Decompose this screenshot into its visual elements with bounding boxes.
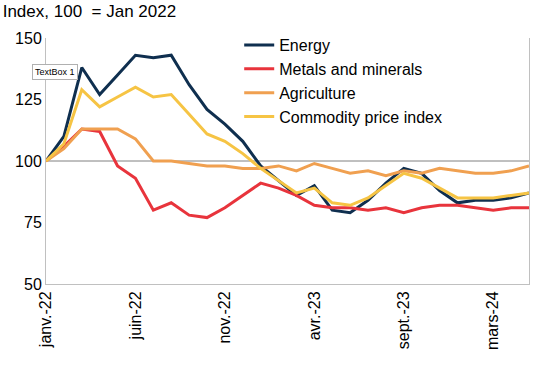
svg-text:75: 75	[24, 214, 42, 231]
svg-text:150: 150	[15, 30, 42, 47]
svg-text:Metals and minerals: Metals and minerals	[279, 61, 422, 78]
svg-text:Energy: Energy	[279, 37, 330, 54]
svg-text:Agriculture: Agriculture	[279, 85, 356, 102]
svg-text:janv.-22: janv.-22	[37, 291, 54, 348]
svg-text:Index, 100 = Jan 2022: Index, 100 = Jan 2022	[3, 2, 176, 21]
svg-text:sept.-23: sept.-23	[395, 291, 412, 349]
svg-text:100: 100	[15, 153, 42, 170]
svg-text:juin-22: juin-22	[127, 291, 144, 340]
svg-text:50: 50	[24, 276, 42, 293]
svg-text:nov.-22: nov.-22	[216, 291, 233, 343]
svg-text:TextBox 1: TextBox 1	[35, 67, 75, 77]
svg-text:125: 125	[15, 91, 42, 108]
svg-text:avr.-23: avr.-23	[306, 291, 323, 340]
svg-text:mars-24: mars-24	[484, 291, 501, 350]
svg-text:Commodity price index: Commodity price index	[279, 109, 442, 126]
